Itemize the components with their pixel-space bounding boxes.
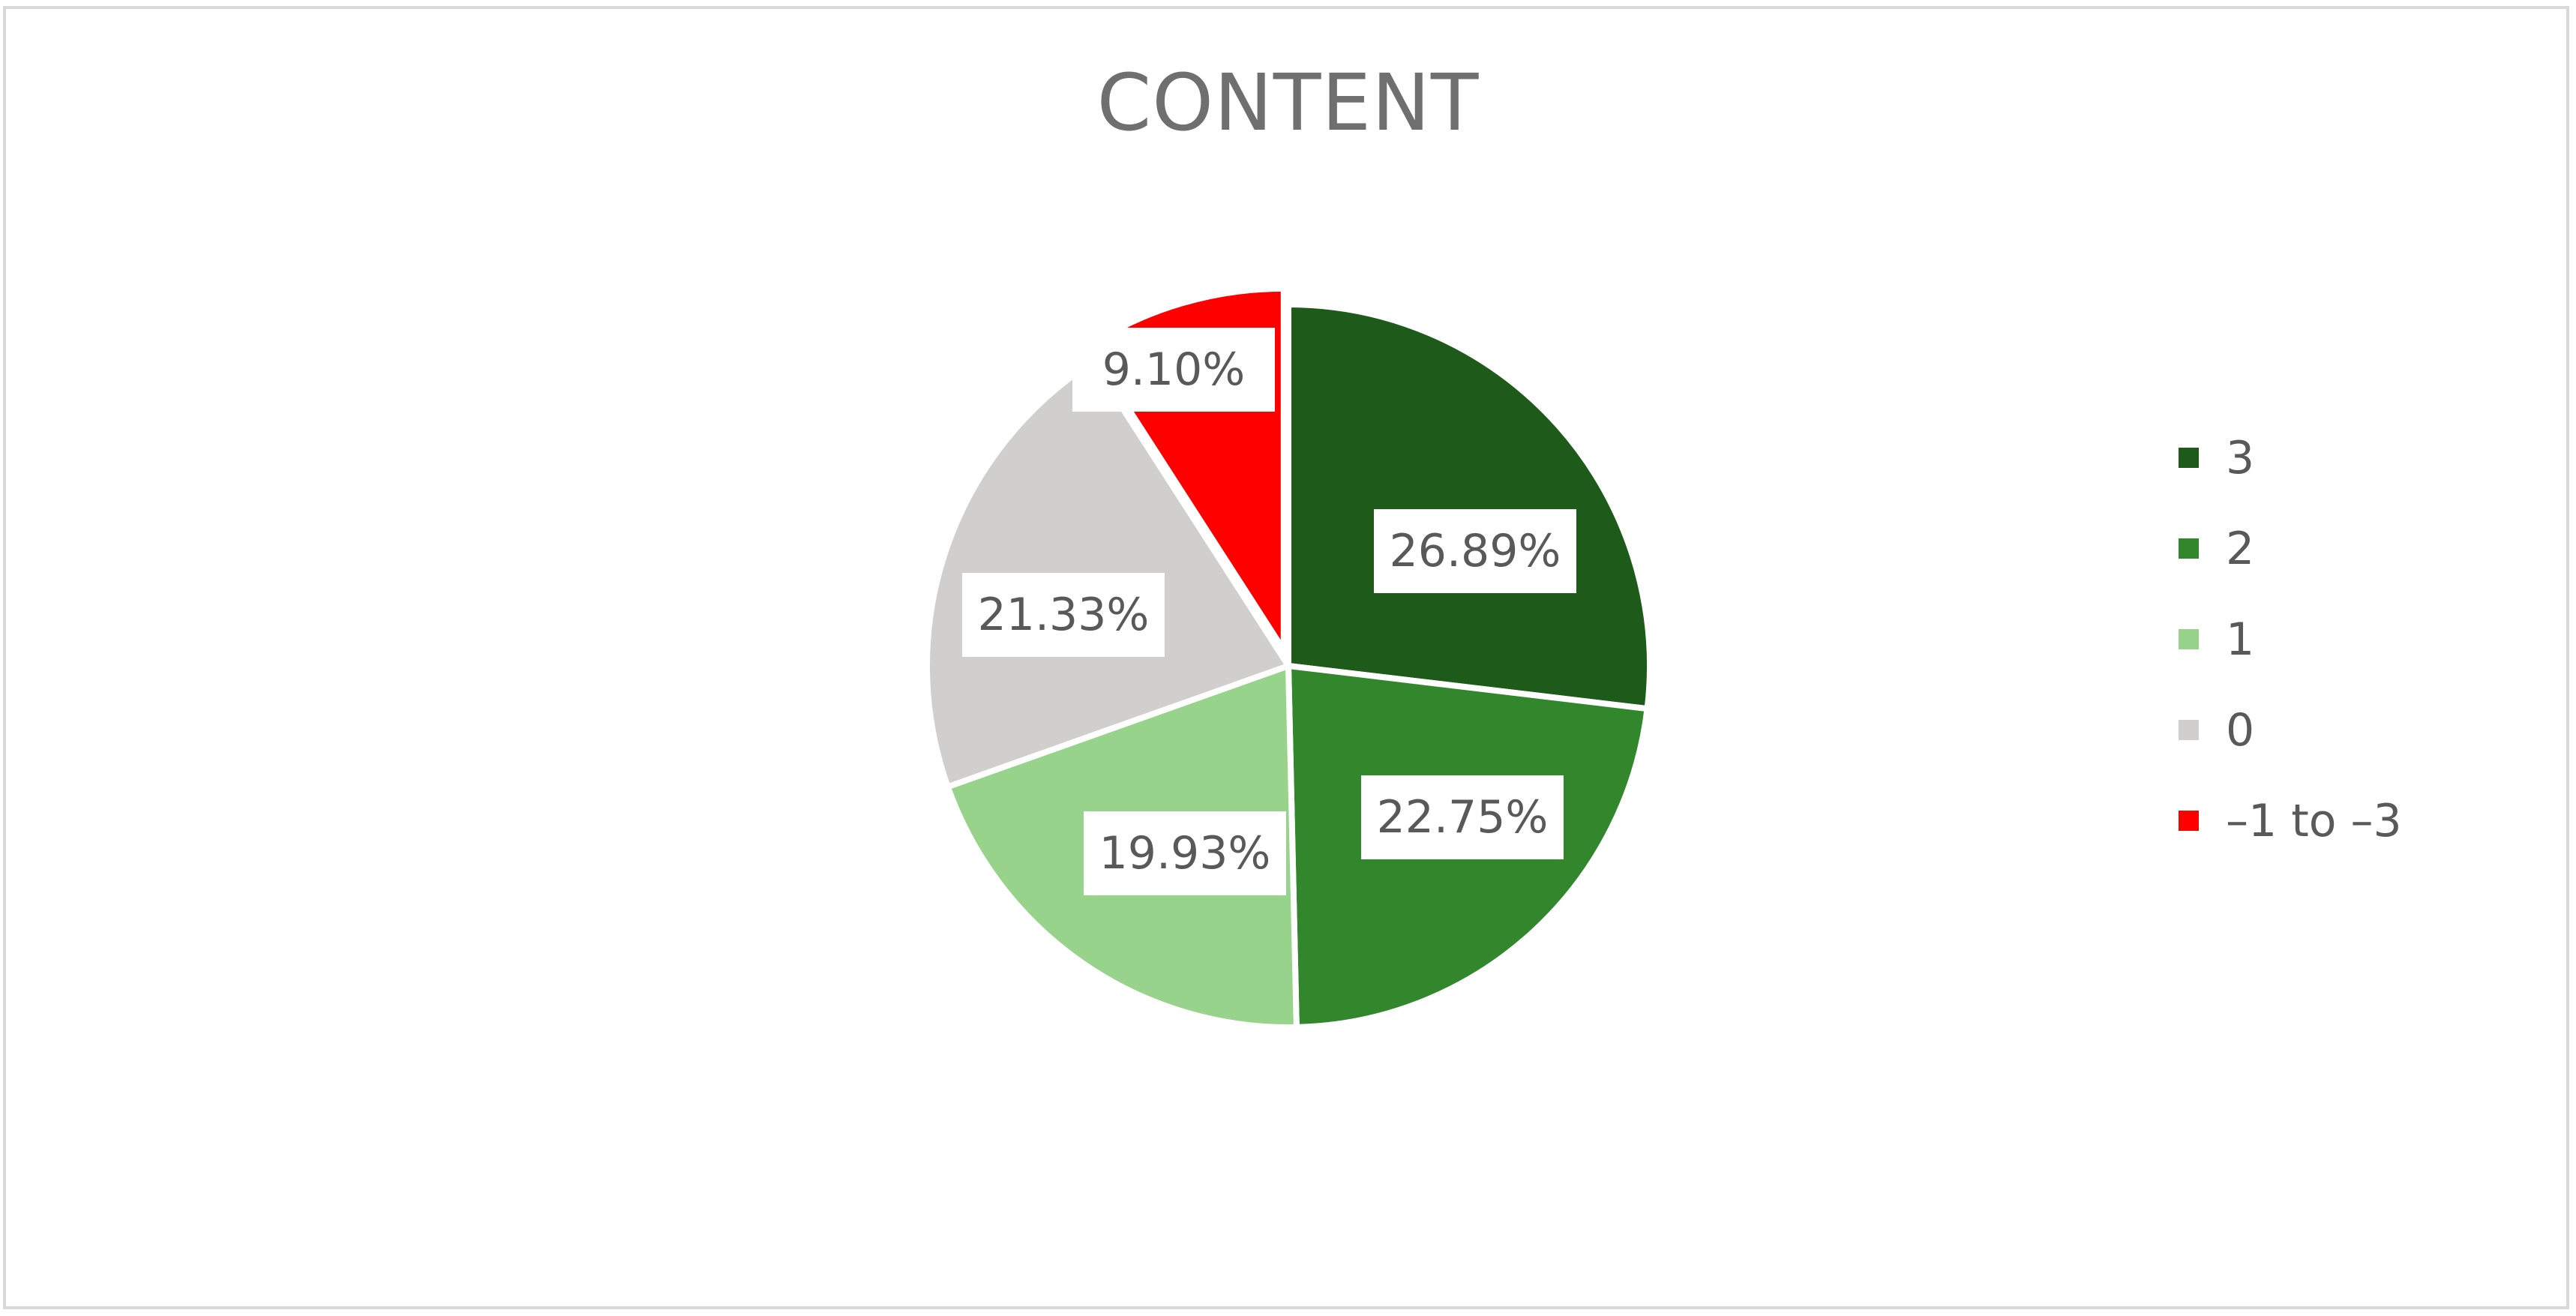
legend-label-0: 3: [2226, 431, 2255, 484]
legend-swatch-1: [2179, 538, 2199, 559]
legend-swatch-0: [2179, 448, 2199, 468]
data-label-box-1: [1361, 775, 1564, 859]
legend-item-0: 3: [2179, 412, 2402, 503]
pie-slice-0: [1285, 301, 1653, 712]
legend-swatch-2: [2179, 629, 2199, 649]
data-label-0: 26.89%: [1390, 525, 1561, 577]
legend-label-3: 0: [2226, 703, 2255, 757]
data-label-3: 21.33%: [978, 589, 1150, 641]
legend-label-2: 1: [2226, 613, 2255, 666]
data-label-box-3: [962, 573, 1165, 657]
data-label-4: 9.10%: [1102, 343, 1246, 396]
data-label-box-2: [1084, 811, 1286, 895]
legend-swatch-3: [2179, 720, 2199, 740]
legend-item-2: 1: [2179, 594, 2402, 685]
legend-item-4: –1 to –3: [2179, 775, 2402, 866]
data-label-box-0: [1374, 509, 1576, 593]
legend-item-1: 2: [2179, 503, 2402, 594]
legend: 3 2 1 0 –1 to –3: [2179, 412, 2402, 866]
chart-title: CONTENT: [1096, 57, 1480, 148]
data-label-box-4: [1072, 328, 1275, 412]
legend-label-4: –1 to –3: [2226, 794, 2402, 847]
data-label-2: 19.93%: [1099, 827, 1271, 880]
legend-item-3: 0: [2179, 685, 2402, 775]
legend-swatch-4: [2179, 811, 2199, 831]
legend-label-1: 2: [2226, 522, 2255, 575]
data-label-1: 22.75%: [1377, 791, 1549, 844]
